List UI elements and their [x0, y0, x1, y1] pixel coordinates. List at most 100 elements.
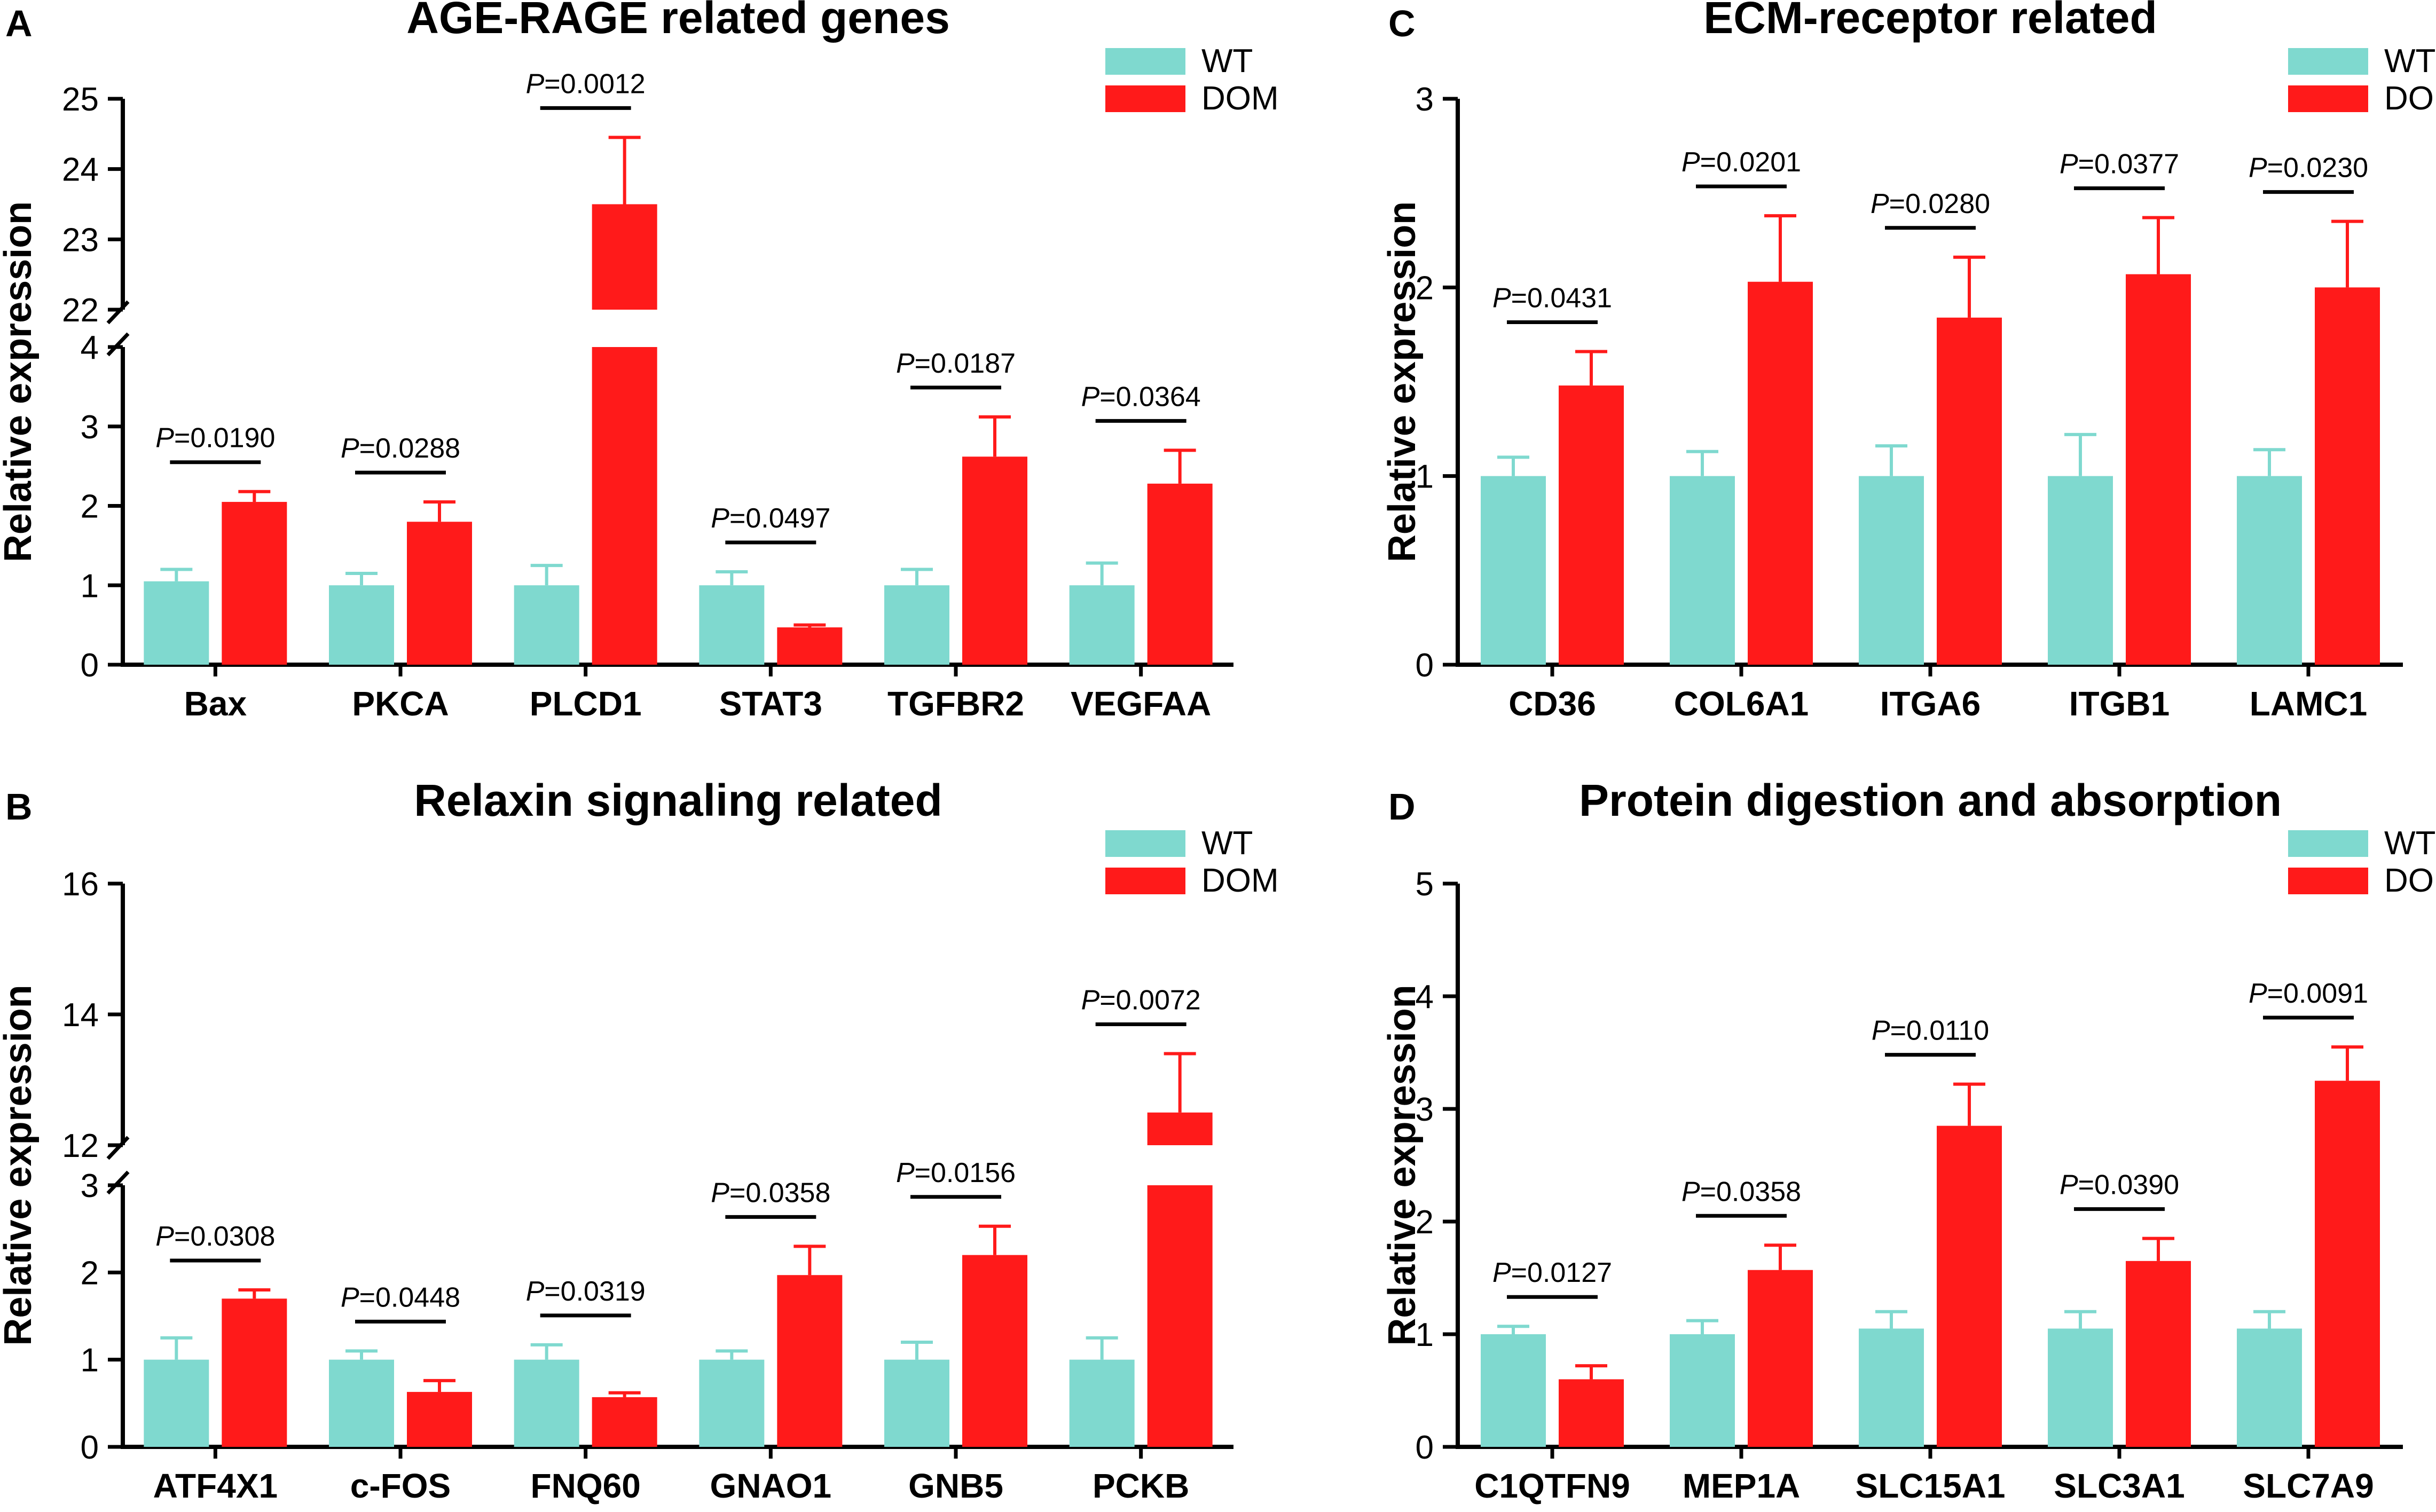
bar-dom-upper [592, 204, 657, 310]
x-tick-label: COL6A1 [1674, 684, 1809, 723]
p-symbol: P [155, 1221, 174, 1252]
legend-swatch-wt [2288, 48, 2368, 75]
panel-letter-B: B [5, 786, 33, 828]
legend-swatch-dom [2288, 85, 2368, 112]
p-value: =0.0448 [359, 1282, 460, 1313]
bar-dom [592, 347, 657, 665]
p-symbol: P [711, 503, 729, 534]
y-tick-label: 25 [62, 81, 99, 118]
p-value-label: P=0.0431 [1492, 282, 1612, 313]
legend-label-wt: WT [2384, 43, 2435, 80]
bar-wt [1670, 1334, 1735, 1447]
legend-swatch-wt [1105, 830, 1185, 857]
x-tick-label: Bax [184, 684, 247, 723]
p-value: =0.0156 [915, 1157, 1016, 1188]
y-tick-label: 0 [1416, 1429, 1434, 1466]
chart-title: Protein digestion and absorption [1579, 775, 2282, 825]
y-tick-label: 4 [1416, 979, 1434, 1015]
x-tick-label: SLC3A1 [2054, 1467, 2184, 1505]
y-tick-label: 0 [81, 647, 99, 684]
legend-label-dom: DOM [2384, 862, 2436, 899]
bar-wt [1069, 1359, 1135, 1447]
legend-label-dom: DOM [1201, 862, 1279, 899]
panel-letter-D: D [1388, 786, 1416, 828]
p-value: =0.0280 [1889, 188, 1990, 219]
p-value-label: P=0.0072 [1081, 985, 1201, 1016]
bar-dom [1147, 483, 1213, 665]
bar-wt [1481, 476, 1546, 665]
legend-swatch-dom [1105, 868, 1185, 894]
bar-dom [1748, 1270, 1813, 1447]
bar-wt [1481, 1334, 1546, 1447]
legend-label-wt: WT [1201, 43, 1253, 80]
y-tick-label: 4 [81, 329, 99, 366]
panel-letter-C: C [1388, 3, 1416, 44]
y-tick-label: 14 [62, 997, 99, 1034]
axis-break-mark [106, 1170, 130, 1195]
p-value: =0.0201 [1700, 147, 1801, 178]
legend-swatch-dom [2288, 868, 2368, 894]
p-symbol: P [1871, 188, 1889, 219]
p-symbol: P [1081, 985, 1100, 1016]
p-symbol: P [341, 433, 359, 464]
bar-dom [962, 1255, 1027, 1447]
p-symbol: P [896, 348, 915, 379]
p-symbol: P [2060, 1170, 2078, 1201]
y-tick-label: 3 [81, 1168, 99, 1204]
p-symbol: P [526, 1276, 545, 1307]
bar-wt [329, 1359, 394, 1447]
y-tick-label: 1 [81, 1342, 99, 1379]
y-tick-label: 2 [1416, 1204, 1434, 1241]
p-value-label: P=0.0127 [1492, 1257, 1612, 1288]
x-tick-label: ATF4X1 [153, 1467, 278, 1505]
y-tick-label: 2 [81, 489, 99, 525]
p-value: =0.0187 [915, 348, 1016, 379]
bar-dom [2315, 287, 2380, 665]
p-value-label: P=0.0187 [896, 348, 1016, 379]
x-tick-label: MEP1A [1683, 1467, 1801, 1505]
panel-letter-A: A [5, 3, 33, 44]
p-value-label: P=0.0190 [155, 423, 275, 454]
x-tick-label: GNAO1 [710, 1467, 832, 1505]
x-tick-label: CD36 [1508, 684, 1596, 723]
y-tick-label: 2 [81, 1255, 99, 1292]
bar-wt [1859, 1328, 1924, 1447]
y-axis-label: Relative expression [1381, 201, 1424, 562]
p-value-label: P=0.0201 [1681, 147, 1801, 178]
p-value: =0.0190 [174, 423, 275, 454]
legend-swatch-wt [1105, 48, 1185, 75]
p-value-label: P=0.0156 [896, 1157, 1016, 1188]
bar-wt [699, 585, 765, 665]
x-tick-label: LAMC1 [2250, 684, 2367, 723]
chart-title: AGE-RAGE related genes [406, 0, 950, 43]
bar-wt [2048, 476, 2113, 665]
bar-wt [1069, 585, 1135, 665]
bar-wt [1859, 476, 1924, 665]
legend-swatch-wt [2288, 830, 2368, 857]
bar-wt [514, 585, 579, 665]
bar-wt [884, 585, 949, 665]
p-symbol: P [1081, 381, 1100, 412]
x-tick-label: VEGFAA [1071, 684, 1211, 723]
bar-wt [699, 1359, 765, 1447]
bar-dom [222, 1298, 287, 1447]
p-value-label: P=0.0497 [711, 503, 830, 534]
p-value-label: P=0.0358 [711, 1177, 830, 1208]
p-symbol: P [711, 1177, 729, 1208]
p-symbol: P [1492, 282, 1511, 313]
x-tick-label: PKCA [352, 684, 449, 723]
p-value: =0.0358 [729, 1177, 830, 1208]
bar-dom [222, 502, 287, 665]
y-tick-label: 5 [1416, 866, 1434, 903]
p-symbol: P [1681, 1176, 1700, 1207]
y-tick-label: 3 [1416, 81, 1434, 118]
legend-label-wt: WT [1201, 825, 1253, 862]
p-value-label: P=0.0448 [341, 1282, 460, 1313]
p-value: =0.0319 [544, 1276, 645, 1307]
bar-dom [777, 627, 843, 665]
y-axis-label: Relative expression [0, 985, 40, 1345]
p-value-label: P=0.0390 [2060, 1170, 2179, 1201]
y-tick-label: 1 [1416, 1317, 1434, 1353]
bar-dom [1559, 385, 1624, 665]
